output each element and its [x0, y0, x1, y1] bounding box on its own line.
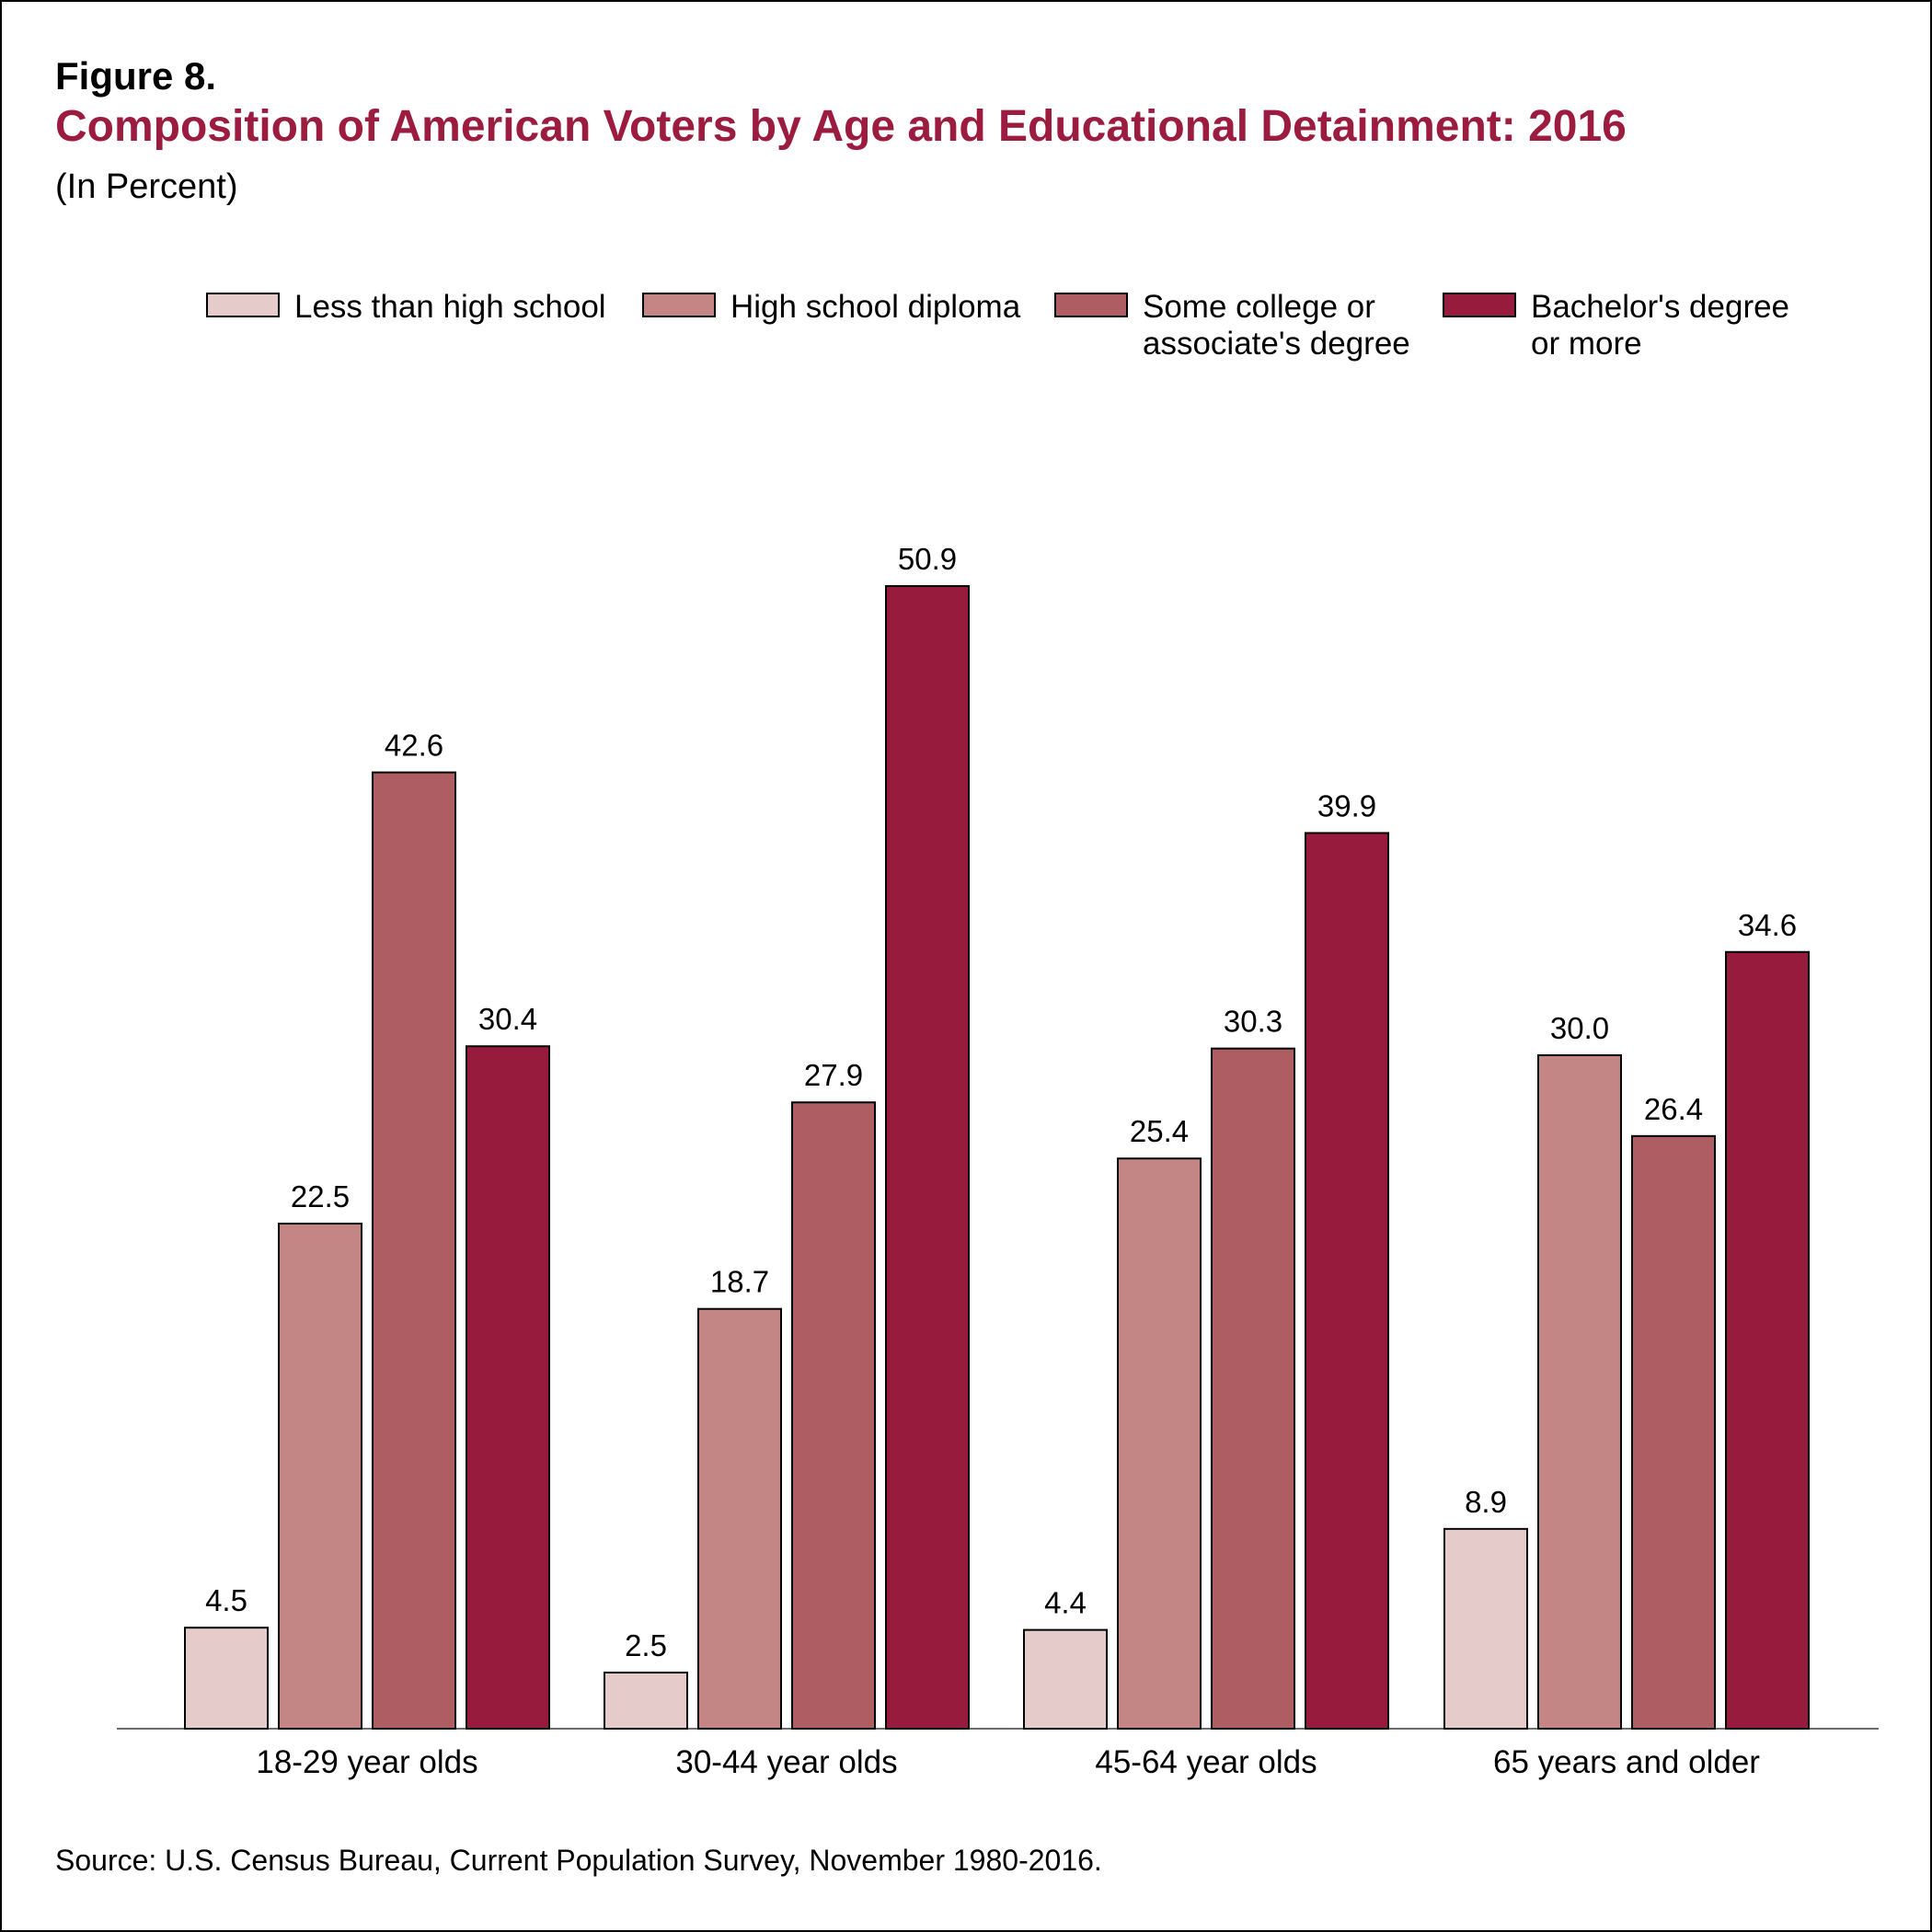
data-label: 30.0: [1550, 1011, 1609, 1045]
bar: [697, 1307, 782, 1730]
data-label: 22.5: [291, 1179, 350, 1213]
data-label: 42.6: [385, 729, 443, 763]
data-label: 30.4: [478, 1002, 537, 1036]
bar: [885, 585, 970, 1730]
legend-item-less-than-high-school: Less than high school: [206, 289, 606, 326]
bar: [466, 1045, 550, 1730]
x-tick-label: 18-29 year olds: [256, 1744, 477, 1780]
bar: [1537, 1054, 1622, 1730]
data-label: 27.9: [804, 1058, 863, 1092]
legend-swatch: [1054, 293, 1128, 317]
source-note: Source: U.S. Census Bureau, Current Popu…: [55, 1844, 1102, 1877]
legend-swatch: [1443, 293, 1516, 317]
legend-item-bachelors-degree: Bachelor's degree or more: [1443, 289, 1789, 362]
bar: [604, 1672, 688, 1730]
x-tick-label: 65 years and older: [1493, 1744, 1760, 1780]
x-tick-label: 45-64 year olds: [1095, 1744, 1317, 1780]
data-label: 25.4: [1130, 1114, 1189, 1148]
data-label: 39.9: [1317, 788, 1376, 822]
bar: [1725, 950, 1810, 1730]
bar: [1117, 1157, 1202, 1730]
bar: [791, 1101, 876, 1730]
data-label: 4.5: [205, 1583, 247, 1617]
data-label: 26.4: [1644, 1092, 1703, 1126]
legend-item-high-school-diploma: High school diploma: [642, 289, 1020, 326]
bar: [184, 1627, 269, 1730]
legend-swatch: [642, 293, 716, 317]
data-label: 30.3: [1224, 1005, 1282, 1039]
bar: [372, 771, 456, 1730]
bar: [1631, 1134, 1716, 1730]
bar: [278, 1223, 362, 1730]
data-label: 18.7: [710, 1265, 769, 1299]
data-label: 34.6: [1738, 908, 1797, 942]
legend-label: Less than high school: [294, 289, 606, 325]
data-label: 50.9: [898, 542, 957, 576]
legend-label: Some college or associate's degree: [1143, 289, 1410, 362]
legend-item-some-college: Some college or associate's degree: [1054, 289, 1410, 362]
data-label: 8.9: [1465, 1485, 1507, 1519]
x-tick-label: 30-44 year olds: [675, 1744, 897, 1780]
data-label: 2.5: [625, 1628, 667, 1662]
bar: [1305, 832, 1389, 1730]
figure-label: Figure 8.: [55, 54, 217, 98]
chart-subtitle: (In Percent): [55, 167, 238, 206]
bar: [1023, 1628, 1108, 1731]
legend-swatch: [206, 293, 280, 317]
bar: [1211, 1047, 1295, 1731]
bar: [1443, 1527, 1528, 1730]
legend-label: High school diploma: [730, 289, 1021, 325]
chart-title: Composition of American Voters by Age an…: [55, 102, 1627, 151]
legend-label: Bachelor's degree or more: [1531, 289, 1790, 362]
data-label: 4.4: [1044, 1586, 1087, 1620]
